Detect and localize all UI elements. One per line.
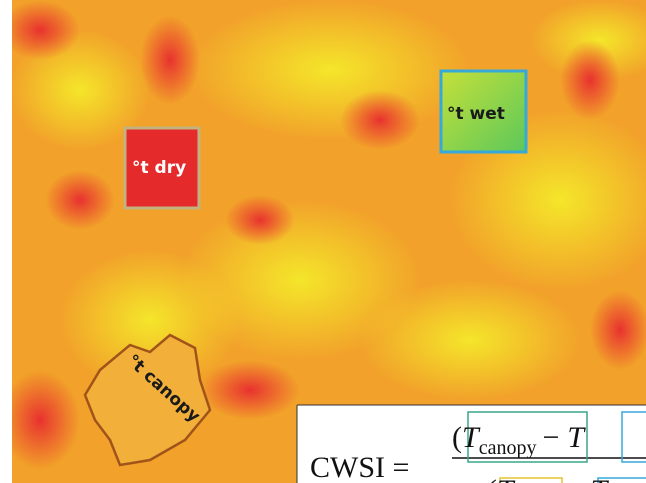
paren: ( [452, 421, 462, 454]
subscript: canopy [479, 437, 537, 459]
formula-lhs: CWSI = [310, 451, 409, 483]
screenshot: °t dry °t wet °t canopy CWSI = (Tcanopy−… [0, 0, 646, 483]
dry-label: °t dry [132, 158, 186, 178]
symbol: T [567, 421, 586, 454]
symbol: T [497, 474, 516, 483]
wet-label: °t wet [447, 104, 505, 124]
operator: − [542, 421, 559, 454]
paren: −( [470, 474, 497, 483]
operator: − [564, 474, 581, 483]
symbol: T [591, 474, 610, 483]
